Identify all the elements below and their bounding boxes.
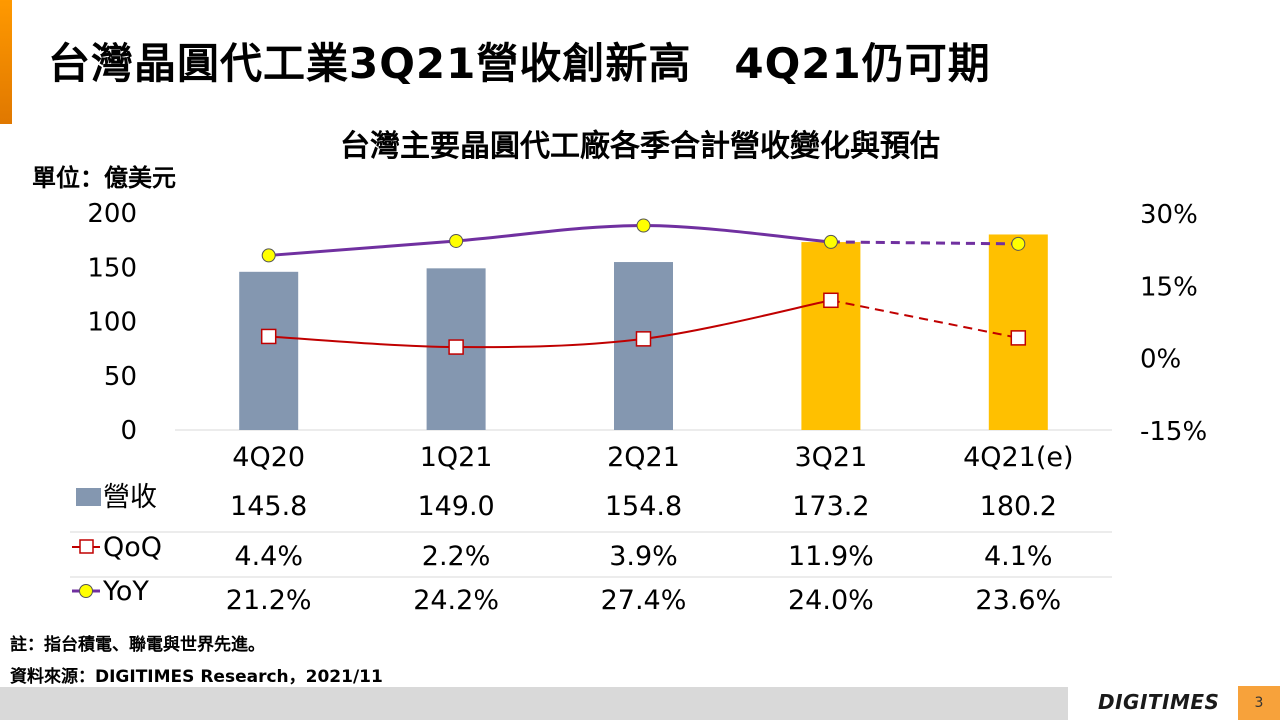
table-cell-qoq: 2.2% [422, 541, 491, 572]
category-label: 3Q21 [795, 442, 868, 473]
table-cell-yoy: 21.2% [226, 585, 312, 616]
yoy-line-actual [268, 224, 832, 257]
yoy-line-forecast [830, 240, 1019, 246]
table-cell-qoq: 4.1% [984, 541, 1053, 572]
legend-label-yoy: YoY [102, 576, 149, 607]
yoy-marker [261, 248, 276, 263]
table-cell-yoy: 23.6% [975, 585, 1061, 616]
right-axis-tick: 0% [1140, 345, 1181, 375]
qoq-marker [823, 292, 839, 309]
footnote: 註：指台積電、聯電與世界先進。 [10, 635, 265, 655]
legend-marker-yoy [79, 584, 93, 598]
table-cell-營收: 154.8 [605, 491, 682, 522]
brand-logo: DIGITIMES [1098, 690, 1220, 714]
table-cell-yoy: 24.2% [413, 585, 499, 616]
qoq-line-actual [268, 299, 832, 349]
qoq-marker [260, 328, 277, 345]
table-cell-營收: 149.0 [417, 491, 494, 522]
left-axis-tick: 50 [104, 362, 137, 392]
legend-marker-qoq [79, 539, 94, 554]
qoq-marker [1010, 330, 1027, 346]
revenue-bar [801, 242, 861, 430]
source-note: 資料來源：DIGITIMES Research，2021/11 [10, 667, 383, 687]
combo-chart: 0 50 100 150 200 -15% 0% 15% 30% 4Q20 1Q21 2Q21 3Q21… [70, 199, 1207, 616]
category-label: 4Q20 [232, 442, 305, 473]
right-axis-tick: 15% [1140, 272, 1198, 302]
left-axis-tick: 200 [87, 199, 137, 229]
table-cell-營收: 145.8 [230, 491, 307, 522]
accent-bar [0, 0, 12, 124]
table-cell-qoq: 11.9% [788, 541, 874, 572]
left-axis-tick: 100 [87, 308, 137, 338]
unit-label: 單位：億美元 [32, 164, 176, 192]
category-label: 4Q21(e) [963, 442, 1073, 473]
category-label: 2Q21 [607, 442, 680, 473]
table-cell-yoy: 24.0% [788, 585, 874, 616]
left-axis-tick: 150 [87, 253, 137, 283]
left-axis-tick: 0 [120, 416, 137, 446]
qoq-marker [448, 339, 464, 355]
table-cell-qoq: 3.9% [609, 541, 678, 572]
right-axis-tick: 30% [1140, 200, 1198, 230]
slide-title: 台灣晶圓代工業3Q21營收創新高 4Q21仍可期 [48, 39, 991, 88]
legend-swatch-revenue [76, 488, 101, 506]
footer-band [0, 687, 1068, 720]
yoy-marker [1011, 236, 1026, 251]
qoq-line-forecast [830, 299, 1019, 339]
right-axis-tick: -15% [1140, 417, 1207, 447]
legend-label-qoq: QoQ [103, 532, 162, 563]
yoy-marker [636, 218, 651, 233]
yoy-marker [449, 233, 464, 248]
table-cell-營收: 180.2 [980, 491, 1057, 522]
revenue-bar [239, 271, 299, 430]
yoy-marker [823, 234, 838, 249]
legend-label-營收: 營收 [103, 482, 157, 513]
table-cell-yoy: 27.4% [601, 585, 687, 616]
table-cell-營收: 173.2 [792, 491, 869, 522]
table-cell-qoq: 4.4% [234, 541, 303, 572]
chart-title: 台灣主要晶圓代工廠各季合計營收變化與預估 [340, 129, 940, 164]
page-number: 3 [1238, 686, 1280, 720]
category-label: 1Q21 [420, 442, 493, 473]
qoq-marker [635, 331, 652, 347]
